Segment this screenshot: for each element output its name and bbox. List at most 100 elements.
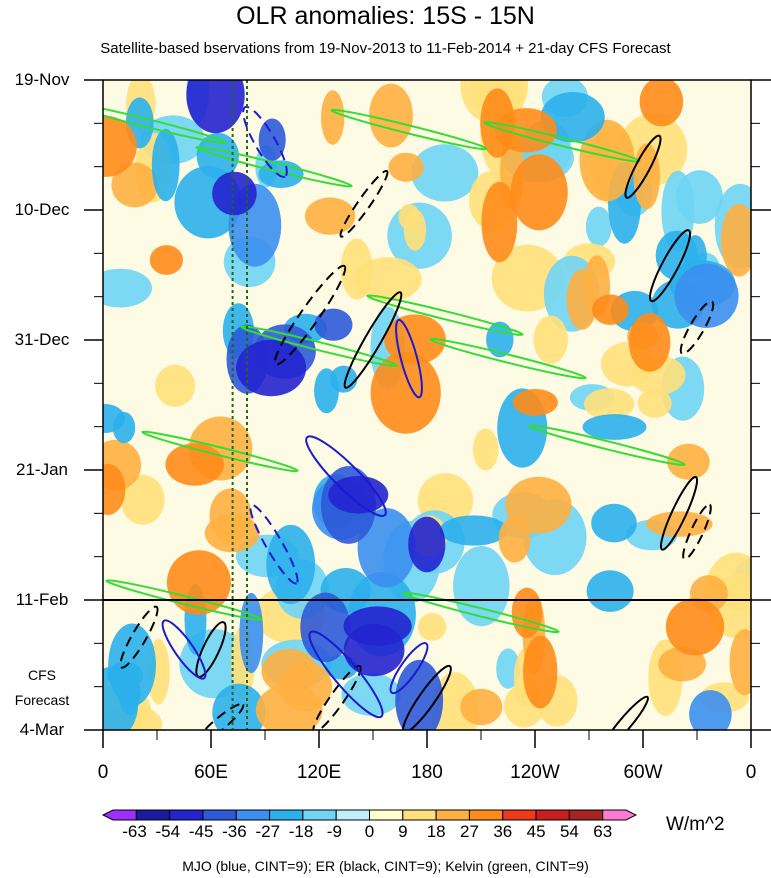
colorbar-swatch <box>402 809 437 821</box>
anomaly-patch <box>103 268 152 308</box>
anomaly-patch <box>388 152 424 182</box>
anomaly-patch <box>566 269 598 330</box>
colorbar-swatch <box>169 809 204 821</box>
anomaly-patch <box>523 635 558 709</box>
anomaly-patch <box>341 673 402 716</box>
colorbar-swatch <box>602 809 638 821</box>
forecast-label-forecast: Forecast <box>14 692 70 708</box>
anomaly-patch <box>266 524 316 605</box>
forecast-label-cfs: CFS <box>28 667 56 683</box>
kelvin-contour <box>402 591 560 634</box>
anomaly-patch <box>165 443 224 486</box>
er-contour <box>648 229 692 303</box>
anomaly-patch <box>582 414 647 440</box>
anomaly-patch <box>665 598 725 656</box>
y-tick-label: 10-Dec <box>14 200 70 219</box>
mjo-contour <box>308 630 384 719</box>
anomaly-patch <box>103 463 126 515</box>
mjo-contour <box>389 642 429 695</box>
kelvin-contour <box>195 145 353 188</box>
anomaly-patch <box>637 388 672 418</box>
kelvin-contour <box>105 579 263 621</box>
anomaly-patch <box>729 629 751 696</box>
anomaly-patch <box>255 684 323 730</box>
anomaly-patch <box>481 181 518 263</box>
anomaly-patch <box>155 364 196 407</box>
anomaly-patch <box>403 209 427 251</box>
anomaly-patch <box>720 203 751 277</box>
mjo-contour <box>242 105 288 178</box>
er-contour <box>119 605 159 669</box>
colorbar-level-label: -36 <box>222 822 247 841</box>
colorbar-swatch <box>568 809 604 821</box>
anomaly-patch <box>212 171 257 216</box>
x-tick-label: 60E <box>194 762 228 783</box>
anomaly-patch <box>212 683 266 730</box>
anomaly-patch <box>592 294 629 325</box>
mjo-contour <box>249 504 299 585</box>
colorbar-swatch <box>535 809 570 821</box>
anomaly-patch <box>239 592 264 674</box>
anomaly-patch <box>472 428 499 471</box>
anomaly-patch <box>258 118 286 161</box>
x-tick-label: 120W <box>510 762 560 783</box>
anomaly-patch <box>417 613 447 641</box>
anomaly-patch <box>209 488 252 543</box>
er-contour <box>624 134 662 199</box>
anomaly-patch <box>370 351 441 434</box>
colorbar-level-label: -45 <box>188 822 214 841</box>
colorbar-level-label: 45 <box>526 822 546 841</box>
anomaly-patch <box>328 476 389 514</box>
colorbar-level-label: -9 <box>326 822 342 841</box>
anomaly-patch <box>511 587 543 639</box>
anomaly-patch <box>166 550 231 615</box>
x-tick-label: 0 <box>745 762 757 783</box>
kelvin-contour <box>240 325 398 367</box>
anomaly-patch <box>236 339 307 397</box>
colorbar-level-label: 18 <box>426 822 446 841</box>
anomaly-patch <box>584 388 635 420</box>
colorbar-swatch <box>435 809 470 821</box>
anomaly-patch <box>369 83 413 148</box>
x-tick-label: 120E <box>296 762 342 783</box>
plot-axes <box>84 79 771 748</box>
anomaly-patch <box>186 80 245 134</box>
anomaly-patch <box>579 119 635 202</box>
kelvin-contour <box>103 102 227 145</box>
kelvin-contour <box>429 337 587 380</box>
colorbar-swatch <box>369 809 404 821</box>
mjo-contour <box>305 435 387 518</box>
er-contour <box>402 664 452 730</box>
colorbar-swatch <box>269 809 304 821</box>
er-contour <box>679 300 715 355</box>
chart-subtitle: Satellite-based bservations from 19-Nov-… <box>100 40 671 57</box>
colorbar-level-label: 27 <box>460 822 479 841</box>
anomaly-patch <box>505 476 572 534</box>
colorbar-level-label: 54 <box>559 822 579 841</box>
er-contour <box>682 503 712 561</box>
colorbar-swatch <box>302 809 337 821</box>
colorbar-level-label: -18 <box>288 822 314 841</box>
wave-contours <box>103 80 715 730</box>
anomaly-patch <box>103 115 137 177</box>
y-tick-label: 11-Feb <box>15 590 69 609</box>
anomaly-patch <box>321 90 345 145</box>
kelvin-contour <box>366 294 524 336</box>
kelvin-contour <box>330 108 488 151</box>
y-tick-label: 4-Mar <box>19 720 65 739</box>
colorbar-swatch <box>468 809 504 821</box>
kelvin-contour <box>483 121 641 163</box>
colorbar-level-label: 0 <box>364 822 375 841</box>
anomaly-patch <box>343 623 405 677</box>
anomaly-patch <box>357 508 416 588</box>
anomaly-patch <box>107 661 143 690</box>
anomaly-patch <box>628 313 671 372</box>
y-tick-label: 21-Jan <box>16 460 68 479</box>
kelvin-contour <box>528 424 686 466</box>
colorbar-swatch <box>502 809 537 821</box>
kelvin-contour <box>141 430 299 473</box>
colorbar-level-label: 36 <box>493 822 513 841</box>
colorbar-level-label: -63 <box>122 822 147 841</box>
contour-legend-note: MJO (blue, CINT=9); ER (black, CINT=9); … <box>182 858 589 874</box>
